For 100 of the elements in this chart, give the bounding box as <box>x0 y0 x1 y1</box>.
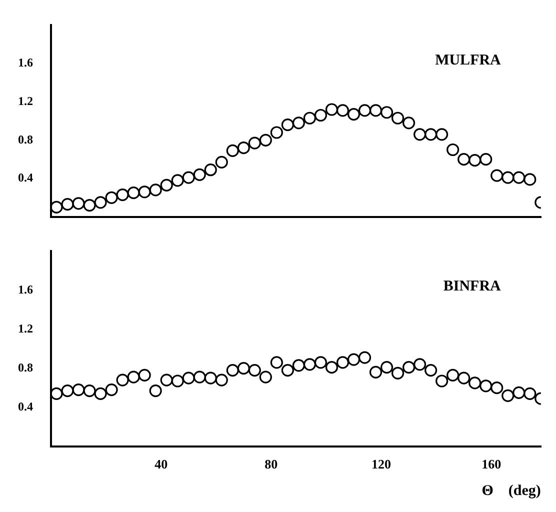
point <box>105 383 118 396</box>
annotation: BINFRA <box>443 278 502 295</box>
point <box>226 364 239 377</box>
point <box>160 374 173 386</box>
point <box>292 359 305 372</box>
point <box>138 368 151 382</box>
y-tick-label: 0.4 <box>18 399 33 414</box>
y-tick-label: 1.2 <box>18 94 33 108</box>
point <box>51 387 63 400</box>
y-tick-label: 0.4 <box>18 170 33 185</box>
point <box>61 384 74 398</box>
point <box>325 103 338 116</box>
point <box>182 171 195 184</box>
point <box>358 104 372 117</box>
point <box>105 191 118 204</box>
y-tick-label: 1.6 <box>18 56 33 70</box>
point <box>127 186 140 200</box>
point <box>502 389 514 402</box>
point <box>380 361 394 374</box>
point <box>490 169 504 182</box>
point <box>281 364 294 377</box>
point <box>458 153 470 166</box>
point <box>94 196 107 209</box>
point <box>226 144 239 157</box>
point <box>149 184 162 196</box>
y-tick-label: 0.8 <box>18 360 33 374</box>
point <box>524 387 536 400</box>
x-tick-label: 160 <box>482 456 502 472</box>
point <box>424 364 438 377</box>
point <box>61 198 74 211</box>
point <box>193 370 206 384</box>
point <box>436 374 448 388</box>
point <box>171 374 184 388</box>
point <box>248 364 261 377</box>
point <box>336 104 350 117</box>
point <box>512 171 526 184</box>
point <box>51 200 63 214</box>
point <box>259 134 272 146</box>
point <box>83 199 96 212</box>
point <box>193 168 206 181</box>
point <box>402 116 416 130</box>
point <box>83 384 96 398</box>
point <box>237 142 250 154</box>
point <box>160 178 173 192</box>
point <box>468 376 482 390</box>
point <box>347 353 360 366</box>
point <box>402 361 416 374</box>
point <box>512 386 526 400</box>
y-tick-label: 0.8 <box>18 132 33 146</box>
point <box>369 104 382 117</box>
x-tick-label: 80 <box>264 456 278 472</box>
point <box>414 358 426 371</box>
point <box>127 370 140 384</box>
point <box>480 153 492 166</box>
point <box>72 197 85 210</box>
point <box>215 156 228 168</box>
point <box>248 136 261 150</box>
point <box>138 186 151 198</box>
annotation: MULFRA <box>435 52 502 69</box>
point <box>446 368 460 382</box>
point <box>281 118 294 132</box>
point <box>480 380 492 392</box>
point <box>72 383 85 396</box>
point <box>303 358 316 371</box>
point <box>468 154 482 167</box>
point <box>171 174 184 187</box>
x-tick-label: 120 <box>372 456 392 472</box>
point <box>116 374 129 386</box>
point <box>502 171 514 184</box>
point <box>94 387 107 400</box>
point <box>270 356 283 369</box>
point <box>380 106 394 119</box>
y-tick-label: 1.6 <box>18 282 33 296</box>
point <box>436 128 448 141</box>
point <box>347 108 360 121</box>
point <box>204 164 217 176</box>
y-tick-label: 1.2 <box>18 321 33 336</box>
point <box>458 372 470 384</box>
x-tick-label: 40 <box>154 456 168 472</box>
point <box>358 351 372 364</box>
point <box>490 382 504 394</box>
point <box>414 128 426 141</box>
point <box>237 362 250 375</box>
point <box>116 188 129 202</box>
point <box>524 173 536 186</box>
point <box>446 143 460 156</box>
point <box>182 372 195 384</box>
point <box>325 361 338 374</box>
point <box>424 128 438 141</box>
point <box>204 372 217 384</box>
point <box>314 108 328 122</box>
point <box>270 126 283 139</box>
point <box>292 116 305 130</box>
point <box>336 356 350 369</box>
point <box>149 384 162 398</box>
point <box>259 370 272 384</box>
x-axis-title: Θ (deg) <box>482 482 541 499</box>
point <box>314 356 328 369</box>
point <box>391 112 404 124</box>
point <box>215 374 228 386</box>
